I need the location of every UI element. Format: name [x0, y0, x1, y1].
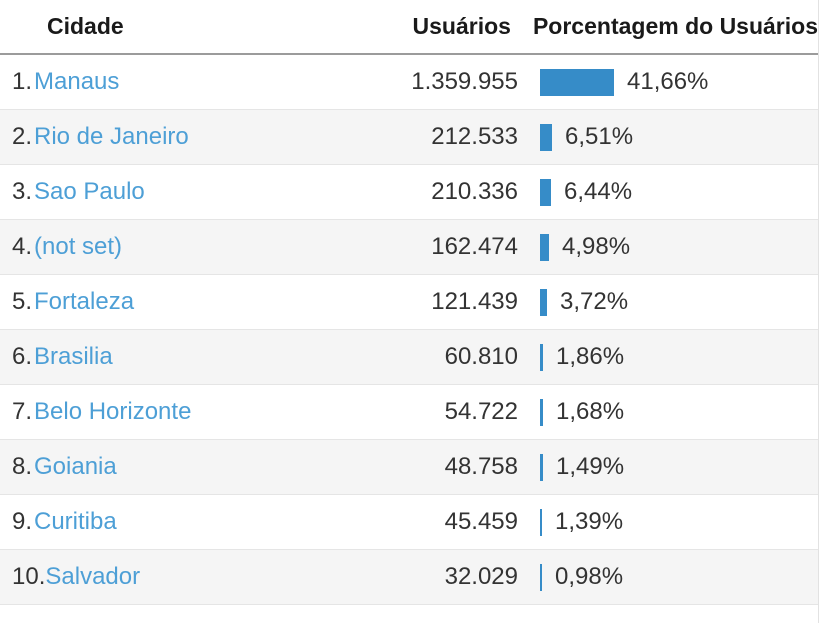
table-row: 4. (not set) 162.474 4,98%: [0, 220, 818, 275]
users-value: 54.722: [444, 398, 518, 425]
users-value: 60.810: [444, 343, 518, 370]
table-header: Cidade Usuários Porcentagem do Usuários: [0, 0, 818, 55]
city-link[interactable]: Fortaleza: [34, 288, 135, 315]
users-value: 162.474: [431, 233, 518, 260]
row-rank: 4.: [12, 233, 33, 260]
users-value: 121.439: [431, 288, 518, 315]
percentage-value: 1,39%: [555, 508, 624, 535]
percentage-bar: [540, 123, 552, 151]
row-rank: 1.: [12, 68, 33, 95]
percentage-value: 1,68%: [556, 398, 625, 425]
row-rank: 7.: [12, 398, 33, 425]
percentage-value: 41,66%: [627, 68, 709, 95]
table-row: 6. Brasilia 60.810 1,86%: [0, 330, 818, 385]
city-link[interactable]: Belo Horizonte: [34, 398, 192, 425]
percentage-value: 3,72%: [560, 288, 629, 315]
city-link[interactable]: Manaus: [34, 68, 120, 95]
row-rank: 3.: [12, 178, 33, 205]
users-value: 45.459: [444, 508, 518, 535]
table-row: 8. Goiania 48.758 1,49%: [0, 440, 818, 495]
table-row: 3. Sao Paulo 210.336 6,44%: [0, 165, 818, 220]
percentage-bar: [540, 178, 551, 206]
city-link[interactable]: Sao Paulo: [34, 178, 145, 205]
table-right-border: [818, 0, 819, 623]
percentage-bar: [540, 233, 549, 261]
percentage-value: 4,98%: [562, 233, 631, 260]
table-row: 1. Manaus 1.359.955 41,66%: [0, 55, 818, 110]
users-value: 1.359.955: [411, 68, 518, 95]
table-row: 10. Salvador 32.029 0,98%: [0, 550, 818, 605]
percentage-value: 1,49%: [556, 453, 625, 480]
table-row: 2. Rio de Janeiro 212.533 6,51%: [0, 110, 818, 165]
users-value: 32.029: [444, 563, 518, 590]
percentage-bar: [540, 508, 542, 536]
row-rank: 6.: [12, 343, 33, 370]
users-value: 210.336: [431, 178, 518, 205]
column-header-porcentagem[interactable]: Porcentagem do Usuários: [532, 13, 818, 39]
table-row: 5. Fortaleza 121.439 3,72%: [0, 275, 818, 330]
column-header-cidade[interactable]: Cidade: [47, 13, 124, 39]
percentage-value: 0,98%: [555, 563, 624, 590]
percentage-bar: [540, 398, 543, 426]
city-link[interactable]: Goiania: [34, 453, 117, 480]
percentage-value: 6,44%: [564, 178, 633, 205]
percentage-bar: [540, 563, 542, 591]
city-link[interactable]: Salvador: [45, 563, 141, 590]
row-rank: 2.: [12, 123, 33, 150]
city-link[interactable]: (not set): [34, 233, 123, 260]
column-header-usuarios[interactable]: Usuários: [412, 13, 511, 39]
row-rank: 5.: [12, 288, 33, 315]
percentage-bar: [540, 453, 543, 481]
percentage-value: 6,51%: [565, 123, 634, 150]
city-link[interactable]: Rio de Janeiro: [34, 123, 189, 150]
users-value: 48.758: [444, 453, 518, 480]
table-row: 9. Curitiba 45.459 1,39%: [0, 495, 818, 550]
percentage-bar: [540, 68, 614, 96]
row-rank: 8.: [12, 453, 33, 480]
table-row: 7. Belo Horizonte 54.722 1,68%: [0, 385, 818, 440]
percentage-bar: [540, 343, 543, 371]
percentage-bar: [540, 288, 547, 316]
percentage-value: 1,86%: [556, 343, 625, 370]
city-link[interactable]: Curitiba: [34, 508, 117, 535]
row-rank: 9.: [12, 508, 33, 535]
users-value: 212.533: [431, 123, 518, 150]
city-link[interactable]: Brasilia: [34, 343, 113, 370]
row-rank: 10.: [12, 563, 46, 590]
